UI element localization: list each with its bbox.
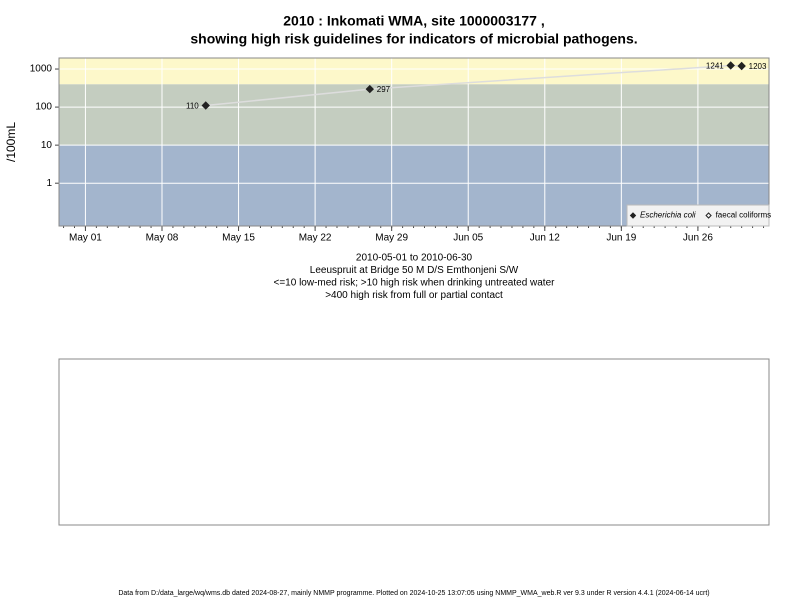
risk-band — [59, 84, 769, 146]
caption-line: >400 high risk from full or partial cont… — [325, 290, 503, 301]
legend-marker — [629, 212, 637, 219]
x-tick-label: May 29 — [375, 233, 408, 244]
y-axis-label: /100mL — [4, 122, 18, 162]
chart-subtitle: showing high risk guidelines for indicat… — [190, 31, 637, 47]
legend-label: faecal coliforms — [716, 211, 772, 220]
value-label: 297 — [377, 85, 391, 94]
x-tick-label: May 15 — [222, 233, 255, 244]
data-point — [726, 61, 735, 70]
risk-band — [59, 58, 769, 85]
legend-marker — [705, 212, 712, 219]
y-tick-label: 10 — [41, 140, 53, 151]
y-tick-label: 1000 — [30, 64, 53, 75]
value-label: 1241 — [706, 62, 724, 71]
caption-line: Leeuspruit at Bridge 50 M D/S Emthonjeni… — [310, 265, 519, 276]
data-point — [201, 101, 210, 110]
series-line — [205, 64, 742, 107]
data-point — [737, 61, 746, 71]
footer: Data from D:/data_large/wq/wms.db dated … — [118, 590, 709, 597]
x-tick-label: Jun 19 — [606, 233, 636, 244]
x-tick-label: Jun 26 — [683, 233, 713, 244]
empty-panel — [58, 358, 770, 526]
legend-box — [626, 204, 770, 227]
plot-frame — [58, 57, 770, 227]
x-tick-label: Jun 12 — [530, 233, 560, 244]
chart-title: 2010 : Inkomati WMA, site 1000003177 , — [283, 13, 544, 29]
legend-label: Escherichia coli — [640, 211, 696, 220]
caption-line: <=10 low-med risk; >10 high risk when dr… — [274, 278, 556, 289]
value-label: 1203 — [749, 62, 767, 71]
data-point — [365, 84, 375, 94]
value-label: 110 — [186, 102, 199, 111]
x-tick-label: May 08 — [146, 233, 179, 244]
caption-line: 2010-05-01 to 2010-06-30 — [356, 253, 473, 264]
x-tick-label: Jun 05 — [453, 233, 483, 244]
y-tick-label: 100 — [35, 102, 52, 113]
x-tick-label: May 22 — [299, 233, 332, 244]
y-tick-label: 1 — [46, 178, 52, 189]
x-tick-label: May 01 — [69, 233, 102, 244]
